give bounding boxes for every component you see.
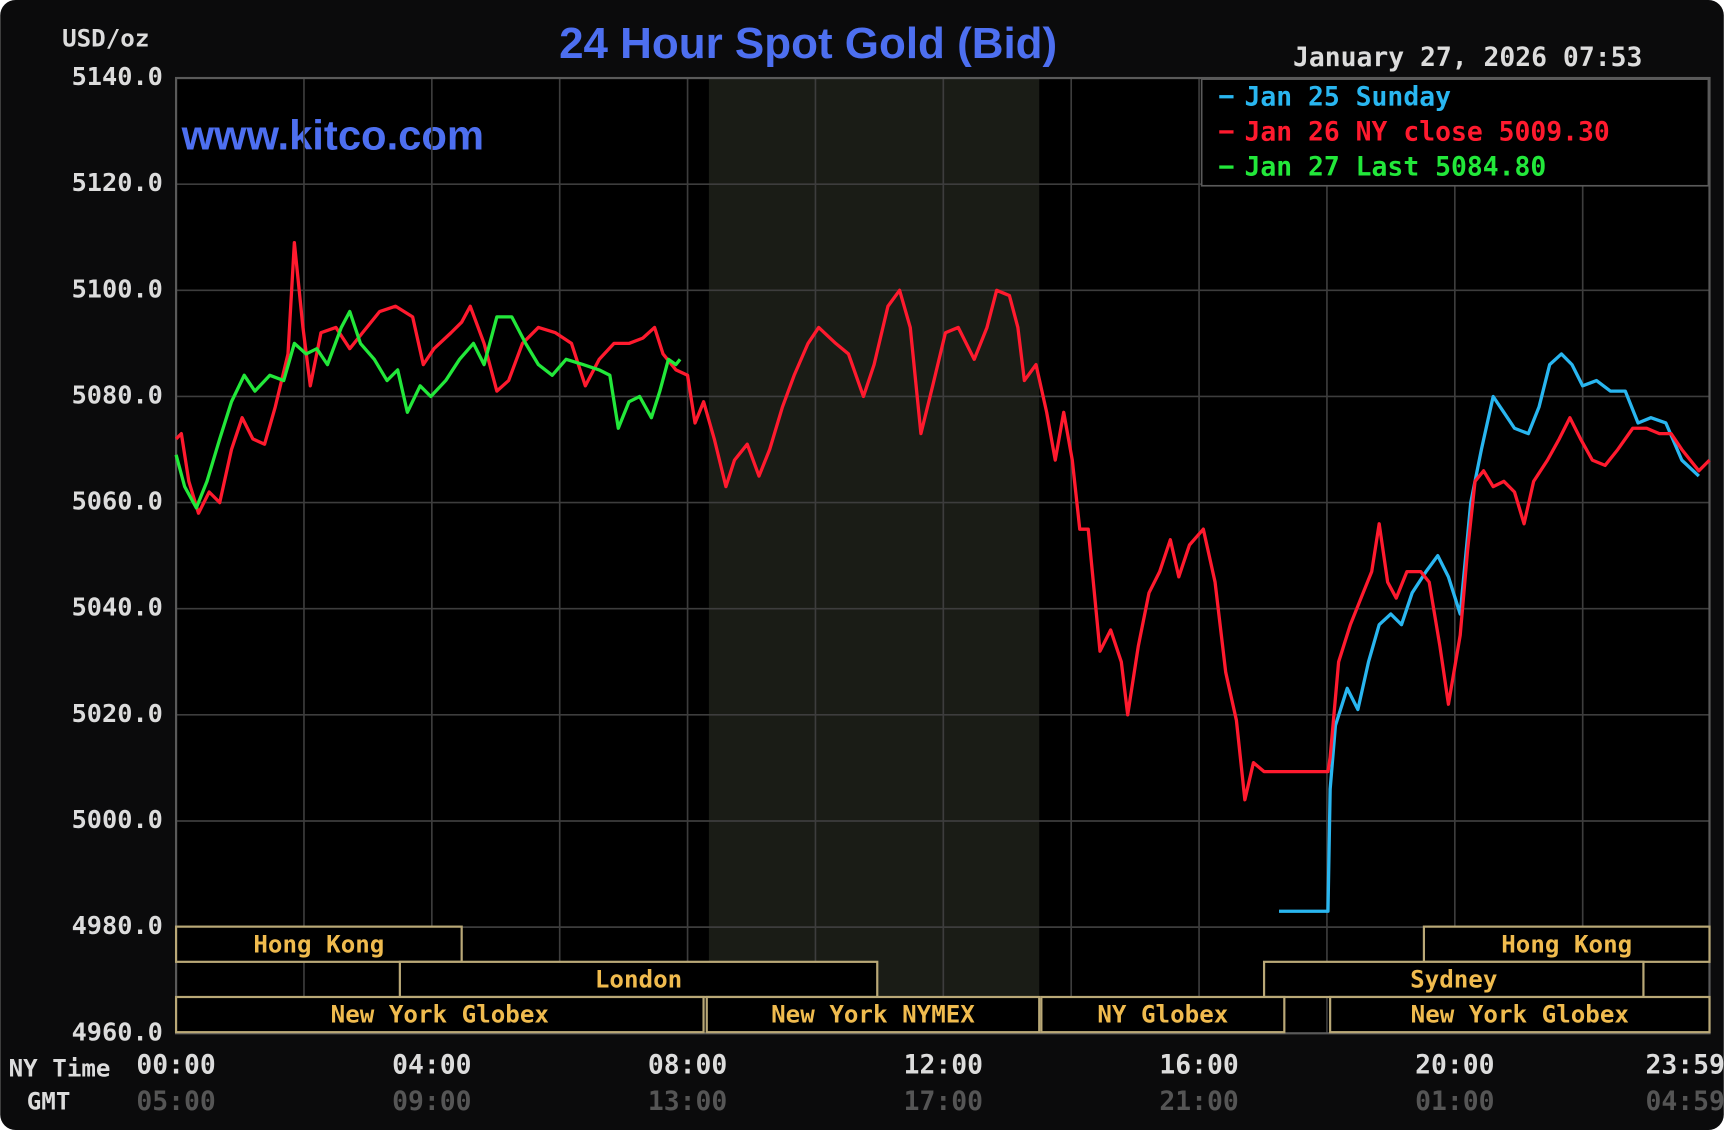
- y-tick-label: 5140.0: [72, 62, 163, 91]
- x-tick-label: 23:59: [1645, 1051, 1724, 1081]
- x2-tick-label: 13:00: [648, 1087, 727, 1117]
- x2-tick-label: 01:00: [1415, 1087, 1494, 1117]
- y-tick-label: 5060.0: [72, 487, 163, 516]
- series-line: [174, 240, 1711, 802]
- x-tick-label: 08:00: [648, 1051, 727, 1081]
- session-label: Sydney: [1410, 966, 1497, 994]
- y-tick-label: 5120.0: [72, 168, 163, 197]
- legend-box: [1200, 78, 1710, 187]
- x-tick-label: 00:00: [136, 1051, 215, 1081]
- x-tick-label: 20:00: [1415, 1051, 1494, 1081]
- session-label: Hong Kong: [1501, 930, 1632, 958]
- session-label: London: [595, 966, 682, 994]
- y-tick-label: 5100.0: [72, 274, 163, 303]
- x2-tick-label: 17:00: [904, 1087, 983, 1117]
- legend-label: Jan 27 Last 5084.80: [1245, 153, 1547, 183]
- session-box: [174, 995, 705, 1034]
- session-box: [1040, 995, 1286, 1034]
- x-tick-label: 04:00: [392, 1051, 471, 1081]
- y-tick-label: 5000.0: [72, 805, 163, 834]
- x2-tick-label: 04:59: [1645, 1087, 1724, 1117]
- session-box: [398, 960, 879, 999]
- y-tick-label: 4980.0: [72, 911, 163, 940]
- session-box: [1262, 960, 1645, 999]
- session-box: [705, 995, 1041, 1034]
- session-label: Hong Kong: [253, 930, 384, 958]
- y-tick-label: 4960.0: [72, 1017, 163, 1046]
- session-label: New York NYMEX: [771, 1001, 975, 1029]
- x2-tick-label: 05:00: [136, 1087, 215, 1117]
- x2-axis-label: GMT: [27, 1088, 71, 1116]
- session-label: New York Globex: [1411, 1001, 1629, 1029]
- session-box: [1422, 925, 1711, 963]
- session-label: NY Globex: [1097, 1001, 1228, 1029]
- y-tick-label: 5040.0: [72, 593, 163, 622]
- session-box: [1329, 995, 1711, 1034]
- series-line: [174, 309, 682, 510]
- y-axis-label: USD/oz: [62, 25, 149, 53]
- legend-label: Jan 26 NY close 5009.30: [1245, 118, 1610, 148]
- session-label: New York Globex: [331, 1001, 549, 1029]
- y-tick-label: 5080.0: [72, 380, 163, 409]
- x-axis-label: NY Time: [9, 1055, 111, 1083]
- legend-label: Jan 25 Sunday: [1245, 82, 1452, 112]
- timestamp: January 27, 2026 07:53: [1293, 43, 1642, 73]
- shade-region: [708, 78, 1040, 1034]
- x-tick-label: 16:00: [1159, 1051, 1238, 1081]
- chart-title: 24 Hour Spot Gold (Bid): [559, 19, 1057, 68]
- series-line: [1279, 352, 1700, 913]
- session-box: [174, 925, 463, 963]
- x2-tick-label: 09:00: [392, 1087, 471, 1117]
- x-tick-label: 12:00: [904, 1051, 983, 1081]
- watermark: www.kitco.com: [181, 112, 484, 159]
- x2-tick-label: 21:00: [1159, 1087, 1238, 1117]
- y-tick-label: 5020.0: [72, 699, 163, 728]
